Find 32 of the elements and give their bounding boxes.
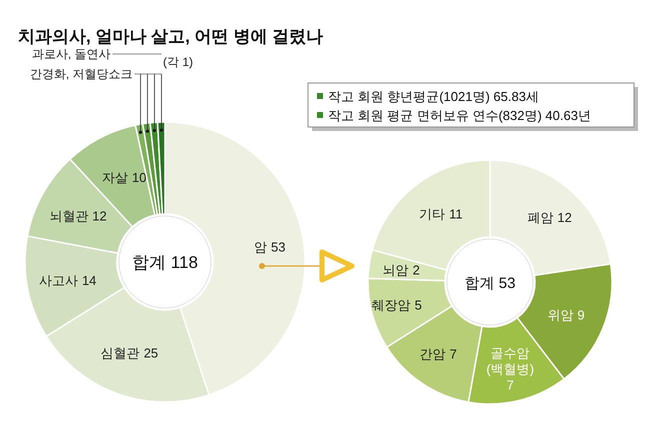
slice-label: 간암: [420, 346, 446, 362]
text: 작고 회원 평균 면허보유 연수(832명) 40.63년: [328, 108, 591, 123]
text: 합계 53: [464, 275, 516, 292]
chart-title: 치과의사, 얼마나 살고, 어떤 병에 걸렸나: [18, 27, 324, 46]
data-label: 7: [506, 378, 514, 393]
data-label: 5: [414, 298, 422, 313]
data-label: 2: [412, 262, 420, 278]
data-label: 10: [132, 170, 146, 185]
text: 합계 118: [132, 253, 198, 272]
slice-label: 자살: [102, 170, 128, 185]
data-label: 12: [557, 210, 572, 225]
slice-label: 심혈관: [100, 345, 140, 360]
slice-label: 뇌암: [382, 262, 409, 278]
data-label: 25: [144, 345, 158, 360]
text: 간경화, 저혈당쇼크: [30, 67, 133, 81]
slice-label: 암: [254, 240, 268, 255]
text: 과로사, 돌연사: [32, 47, 111, 61]
data-label: 7: [450, 346, 457, 362]
slice-label: 사고사: [38, 272, 78, 288]
text: 작고 회원 향년평균(1021명) 65.83세: [328, 89, 539, 104]
slice-label: 골수암(백혈병): [486, 346, 534, 377]
slice-label: 췌장암: [372, 298, 411, 313]
data-label: 12: [92, 208, 107, 224]
data-label: 53: [271, 240, 286, 255]
data-label: 14: [82, 272, 96, 288]
slice-label: 위암: [547, 307, 574, 322]
text: (각 1): [163, 55, 194, 69]
data-label: 11: [449, 206, 463, 222]
data-label: 9: [577, 307, 585, 322]
slice-label: 기타: [419, 206, 446, 222]
slice-label: 폐암: [527, 210, 554, 225]
slice-label: 뇌혈관: [49, 208, 88, 224]
